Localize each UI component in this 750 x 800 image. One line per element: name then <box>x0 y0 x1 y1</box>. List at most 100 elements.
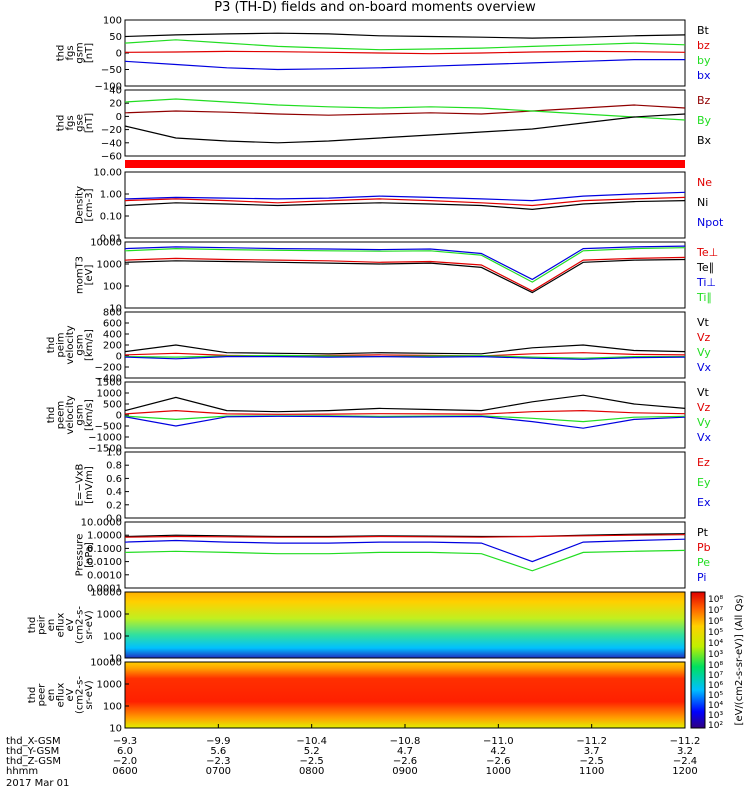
density-frame <box>124 171 686 239</box>
peir_spec-ytick-label: 10 <box>109 654 122 665</box>
peim_vel-ylabel-line: [km/s] <box>84 329 95 361</box>
colorbar-tick-lower: 10² <box>708 721 723 731</box>
fgs_gse-ylabel-line: [nT] <box>84 113 95 133</box>
density-ytick-label: 10.00 <box>93 168 122 179</box>
fgs_gse-ylabel-line: fgs <box>65 115 76 130</box>
fgs_gse-ytick-label: −60 <box>101 152 122 163</box>
peim_vel-series-3 <box>124 355 686 360</box>
pressure-ylabel-line: [nPa] <box>84 542 95 568</box>
x-row-value: 3.2 <box>677 746 693 757</box>
mom_temp-ytick-label: 10 <box>109 304 122 315</box>
efield-legend-entry: Ez <box>697 456 710 469</box>
peim_vel-ylabel-line: peim <box>56 332 67 357</box>
x-row-value: 0900 <box>392 766 417 777</box>
x-row-value: −9.9 <box>206 736 230 747</box>
fgs_gsm-legend-entry: bx <box>697 69 711 82</box>
mom_temp-ylabel-line: momT3 <box>75 256 86 294</box>
mom_temp-ytick-label: 1000 <box>97 260 122 271</box>
efield-legend-entry: Ex <box>697 496 711 509</box>
pressure-legend-entry: Pi <box>697 571 706 584</box>
density-series-1 <box>124 200 686 211</box>
colorbar-tick-lower: 10³ <box>708 711 723 721</box>
efield-frame <box>124 451 686 519</box>
pressure-ytick-label: 10.0000 <box>81 518 122 529</box>
peem_vel-ytick-label: 0 <box>116 411 122 422</box>
mom_temp-series-3 <box>124 247 686 283</box>
peir_spec-ylabel-line: eflux <box>56 613 67 638</box>
fgs_gse-ylabel-line: thd <box>56 115 67 132</box>
mom_temp-legend-entry: Te∥ <box>696 261 714 274</box>
peim_vel-ytick-label: 200 <box>103 341 122 352</box>
x-row-value: −2.3 <box>206 756 230 767</box>
peem_vel-ytick-label: 1000 <box>97 389 122 400</box>
x-row-label: thd_Z-GSM <box>6 756 61 767</box>
fgs_gsm-series-0 <box>124 32 686 39</box>
fgs_gse-legend-entry: By <box>697 114 712 127</box>
density-series-2 <box>124 191 686 202</box>
peem_vel-series-2 <box>124 415 686 423</box>
peem_vel-ylabel-line: gsm <box>75 404 86 425</box>
pressure-series-0 <box>124 533 686 538</box>
peim_vel-ytick-label: 600 <box>103 319 122 330</box>
peer_spec-ytick-label: 100 <box>103 702 122 713</box>
peem_vel-ylabel-line: peem <box>56 401 67 429</box>
x-row-value: 4.7 <box>397 746 413 757</box>
peim_vel-ylabel-line: velocity <box>65 325 76 364</box>
x-row-value: 1200 <box>672 766 697 777</box>
fgs_gsm-series-3 <box>124 58 685 71</box>
colorbar-tick-upper: 10⁸ <box>708 595 723 605</box>
fgs_gsm-series-2 <box>124 39 686 51</box>
peir_spec-ylabel-line: en <box>46 619 57 632</box>
mom_temp-series-2 <box>124 245 686 281</box>
x-row-value: 4.2 <box>490 746 506 757</box>
peem_vel-ytick-label: −1500 <box>88 444 122 455</box>
x-row-label: thd_Y-GSM <box>6 746 59 757</box>
peir_spec-ytick-label: 10000 <box>90 588 122 599</box>
density-legend-entry: Npot <box>697 216 724 229</box>
colorbar-tick-lower: 10⁴ <box>708 701 723 711</box>
fgs_gse-ytick-label: 20 <box>109 99 122 110</box>
pressure-ytick-label: 1.0000 <box>87 531 122 542</box>
peim_vel-ytick-label: 0 <box>116 352 122 363</box>
fgs_gsm-legend-entry: Bt <box>697 24 710 37</box>
efield-ytick-label: 0.6 <box>106 474 122 485</box>
colorbar-tick-lower: 10⁷ <box>708 671 723 681</box>
pressure-ytick-label: 0.0001 <box>87 584 122 595</box>
peim_vel-ytick-label: 400 <box>103 330 122 341</box>
peer_spec-ylabel-line: eflux <box>56 683 67 708</box>
colorbar-tick-lower: 10⁸ <box>708 661 723 671</box>
fgs_gsm-series-1 <box>124 50 686 55</box>
mom_temp-series-0 <box>124 256 686 292</box>
density-ytick-label: 1.00 <box>100 190 122 201</box>
x-row-value: 1000 <box>486 766 511 777</box>
fgs_gse-ytick-label: −40 <box>101 138 122 149</box>
x-row-value: 6.0 <box>117 746 133 757</box>
peem_vel-ylabel-line: velocity <box>65 395 76 434</box>
colorbar-tick-upper: 10⁶ <box>708 617 723 627</box>
efield-ytick-label: 0.8 <box>106 461 122 472</box>
x-row-value: 0600 <box>112 766 137 777</box>
x-row-value: −2.6 <box>393 756 417 767</box>
peer_spec-ylabel-line: en <box>46 689 57 702</box>
peim_vel-ylabel-line: gsm <box>75 334 86 355</box>
peem_vel-frame <box>124 381 686 449</box>
pressure-series-2 <box>124 549 686 572</box>
x-row-value: 5.6 <box>210 746 226 757</box>
fgs_gse-series-0 <box>124 104 686 116</box>
efield-ytick-label: 1.0 <box>106 448 122 459</box>
peim_vel-series-0 <box>124 344 686 355</box>
peem_vel-ytick-label: 1500 <box>97 378 122 389</box>
fgs_gse-series-1 <box>124 98 686 121</box>
mom_temp-legend-entry: Ti⊥ <box>696 276 716 289</box>
fgs_gse-legend-entry: Bz <box>697 94 711 107</box>
x-row-value: 3.7 <box>584 746 600 757</box>
x-row-value: −9.3 <box>113 736 137 747</box>
mode-status-bar <box>125 160 685 168</box>
peer_spec-spectrogram <box>125 662 685 728</box>
peim_vel-ylabel-line: thd <box>46 337 57 354</box>
peim_vel-ytick-label: 800 <box>103 308 122 319</box>
fgs_gsm-ytick-label: 0 <box>116 49 122 60</box>
peim_vel-legend-entry: Vt <box>697 316 710 329</box>
